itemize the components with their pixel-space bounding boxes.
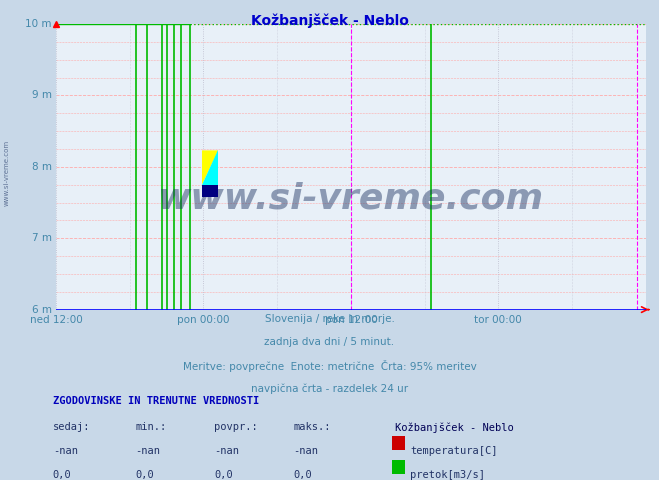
Text: Meritve: povprečne  Enote: metrične  Črta: 95% meritev: Meritve: povprečne Enote: metrične Črta:… xyxy=(183,360,476,372)
Text: temperatura[C]: temperatura[C] xyxy=(410,446,498,456)
Text: zadnja dva dni / 5 minut.: zadnja dva dni / 5 minut. xyxy=(264,337,395,348)
Text: sedaj:: sedaj: xyxy=(53,422,90,432)
Text: pretok[m3/s]: pretok[m3/s] xyxy=(410,470,485,480)
Text: 10 m: 10 m xyxy=(26,19,52,29)
Text: 0,0: 0,0 xyxy=(135,470,154,480)
Text: -nan: -nan xyxy=(135,446,160,456)
Text: povpr.:: povpr.: xyxy=(214,422,258,432)
Text: tor 00:00: tor 00:00 xyxy=(474,315,522,325)
Text: Slovenija / reke in morje.: Slovenija / reke in morje. xyxy=(264,314,395,324)
Text: 8 m: 8 m xyxy=(32,162,52,172)
Text: min.:: min.: xyxy=(135,422,166,432)
Text: Kožbanjšček - Neblo: Kožbanjšček - Neblo xyxy=(395,422,514,433)
Polygon shape xyxy=(202,150,218,185)
Text: 6 m: 6 m xyxy=(32,305,52,314)
Text: 0,0: 0,0 xyxy=(293,470,312,480)
Text: 9 m: 9 m xyxy=(32,90,52,100)
Text: Kožbanjšček - Neblo: Kožbanjšček - Neblo xyxy=(250,13,409,28)
Text: pon 00:00: pon 00:00 xyxy=(177,315,230,325)
Text: www.si-vreme.com: www.si-vreme.com xyxy=(158,182,544,216)
Text: pon 12:00: pon 12:00 xyxy=(324,315,378,325)
Text: ned 12:00: ned 12:00 xyxy=(30,315,82,325)
Text: navpična črta - razdelek 24 ur: navpična črta - razdelek 24 ur xyxy=(251,384,408,394)
Text: -nan: -nan xyxy=(293,446,318,456)
Text: maks.:: maks.: xyxy=(293,422,331,432)
Text: ZGODOVINSKE IN TRENUTNE VREDNOSTI: ZGODOVINSKE IN TRENUTNE VREDNOSTI xyxy=(53,396,259,406)
Text: 0,0: 0,0 xyxy=(214,470,233,480)
Text: -nan: -nan xyxy=(53,446,78,456)
Polygon shape xyxy=(202,150,218,185)
Text: 0,0: 0,0 xyxy=(53,470,71,480)
Text: 7 m: 7 m xyxy=(32,233,52,243)
Polygon shape xyxy=(202,185,218,197)
Text: www.si-vreme.com: www.si-vreme.com xyxy=(3,140,10,206)
Text: -nan: -nan xyxy=(214,446,239,456)
